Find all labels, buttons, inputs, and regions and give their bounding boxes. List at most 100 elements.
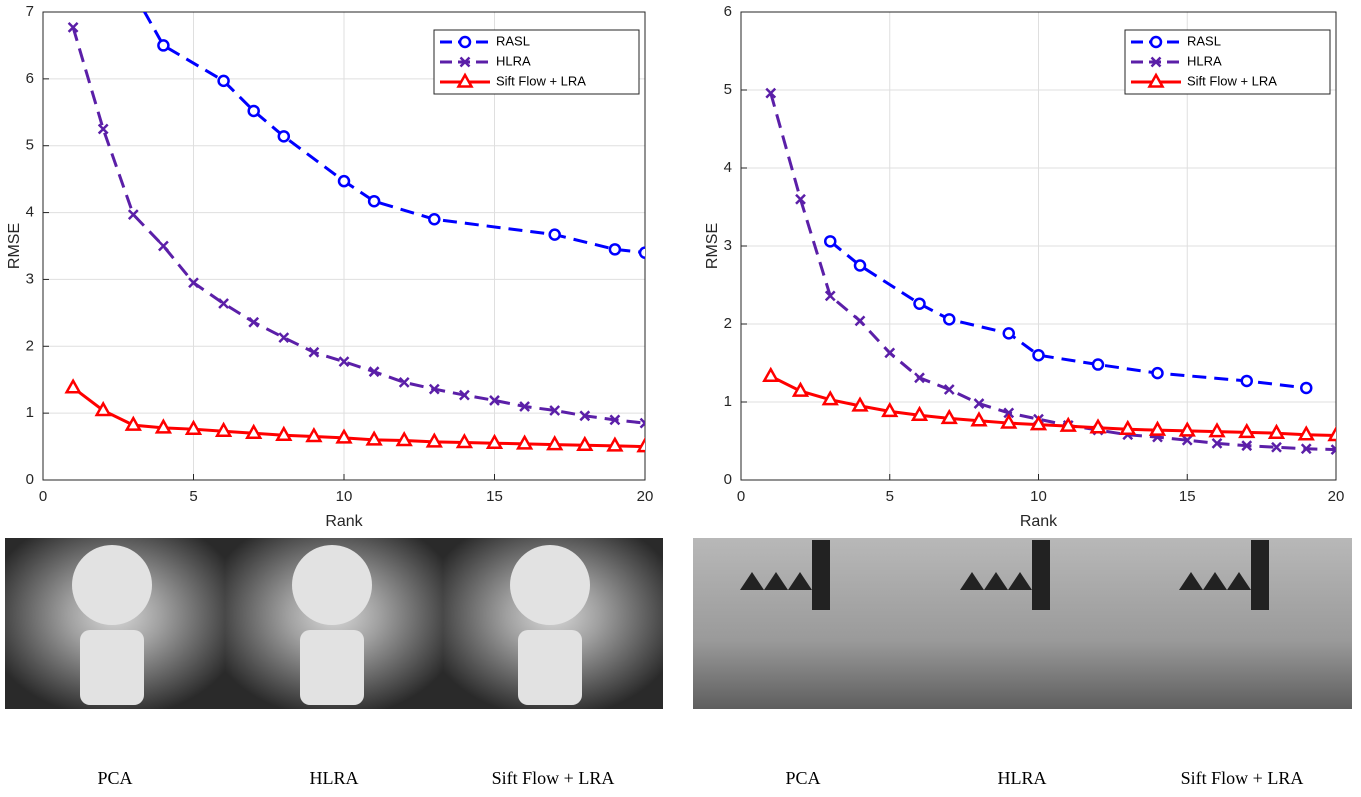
image-hlra: [913, 538, 1132, 709]
marker: [910, 405, 929, 422]
marker: [1150, 56, 1162, 68]
marker: [1002, 327, 1015, 340]
marker: [1327, 425, 1336, 442]
bust-shapes: [72, 545, 590, 705]
y-tick-label: 3: [724, 237, 732, 254]
marker: [636, 437, 645, 453]
marker: [247, 104, 260, 118]
y-tick-label: 2: [26, 337, 34, 354]
marker: [64, 378, 82, 394]
marker: [795, 193, 806, 205]
marker: [275, 425, 293, 441]
marker: [519, 401, 530, 412]
marker: [608, 243, 622, 256]
chart: 0 1 2 3 4 5 6 7 0 5 10 15 20 Rank RMSE RASL HLRA Sift Flo…: [6, 3, 654, 530]
marker: [943, 313, 956, 326]
x-tick-label: 0: [737, 488, 745, 505]
marker: [214, 421, 233, 437]
line: [769, 92, 1336, 452]
marker: [1267, 423, 1286, 439]
marker: [1300, 381, 1313, 395]
x-tick-label: 10: [1030, 488, 1047, 505]
image-sift: [1132, 538, 1352, 709]
marker: [824, 235, 837, 248]
marker: [515, 434, 534, 450]
marker: [881, 401, 899, 418]
marker: [158, 240, 169, 252]
marker: [609, 414, 621, 426]
marker: [335, 428, 353, 444]
y-tick-label: 6: [724, 3, 732, 20]
y-tick-label: 7: [26, 3, 34, 20]
marker: [1032, 348, 1045, 362]
marker: [1089, 418, 1107, 434]
marker: [1181, 434, 1193, 446]
marker: [305, 427, 323, 443]
marker: [765, 87, 777, 99]
marker: [791, 381, 810, 397]
marker: [94, 400, 112, 417]
marker: [428, 213, 441, 226]
marker: [1149, 35, 1163, 49]
x-axis-label: Rank: [325, 513, 363, 530]
axes-box: [740, 11, 1337, 481]
images-left: [5, 538, 663, 709]
y-tick-label: 4: [26, 204, 34, 221]
chart: 0 1 2 3 4 5 6 0 5 10 15 20 Rank RMSE RASL HLRA Sift Flow…: [704, 3, 1344, 530]
room-shapes: [740, 540, 1269, 610]
axes-box: [42, 11, 646, 481]
marker: [851, 396, 869, 412]
marker: [154, 418, 173, 434]
marker: [884, 347, 896, 359]
legend-label: Sift Flow + LRA: [1187, 73, 1277, 88]
marker: [1208, 422, 1226, 438]
marker: [67, 21, 79, 33]
y-tick-label: 1: [724, 393, 732, 410]
series-layer: [762, 87, 1336, 455]
legend-label: Sift Flow + LRA: [496, 73, 586, 88]
line: [829, 240, 1307, 390]
caption: Sift Flow + LRA: [1181, 768, 1304, 788]
y-tick-label: 0: [724, 471, 732, 488]
marker: [854, 315, 866, 327]
marker: [1003, 407, 1015, 419]
x-tick-label: 20: [637, 488, 654, 505]
marker: [218, 298, 229, 309]
legend: RASL HLRA Sift Flow + LRA: [433, 29, 640, 95]
marker: [1300, 443, 1312, 455]
x-axis-label: Rank: [1020, 513, 1058, 530]
marker: [127, 209, 139, 220]
marker: [1059, 416, 1077, 432]
marker: [184, 419, 203, 435]
x-tick-label: 0: [39, 488, 47, 505]
marker: [425, 432, 443, 448]
caption: Sift Flow + LRA: [492, 768, 615, 788]
marker: [459, 56, 471, 68]
x-tick-label: 10: [336, 488, 353, 505]
marker: [1330, 444, 1336, 455]
marker: [1147, 72, 1165, 88]
x-tick-label: 5: [189, 488, 197, 505]
marker: [576, 435, 594, 451]
marker: [824, 290, 836, 302]
marker: [455, 433, 474, 449]
y-tick-label: 3: [26, 270, 34, 287]
y-tick-label: 6: [26, 70, 34, 87]
caption: PCA: [97, 768, 132, 788]
legend-label: HLRA: [496, 53, 531, 68]
marker: [1241, 440, 1253, 452]
marker: [1211, 437, 1223, 449]
marker: [456, 72, 474, 88]
marker: [1000, 413, 1018, 429]
marker: [308, 346, 320, 358]
marker: [459, 389, 470, 401]
y-tick-label: 0: [26, 471, 34, 488]
marker: [157, 39, 170, 52]
marker: [1240, 374, 1253, 388]
images-right: [693, 538, 1352, 709]
marker: [124, 415, 142, 431]
legend-label: RASL: [1187, 33, 1221, 48]
marker: [458, 35, 472, 49]
caption: HLRA: [310, 768, 359, 788]
marker: [398, 377, 410, 388]
